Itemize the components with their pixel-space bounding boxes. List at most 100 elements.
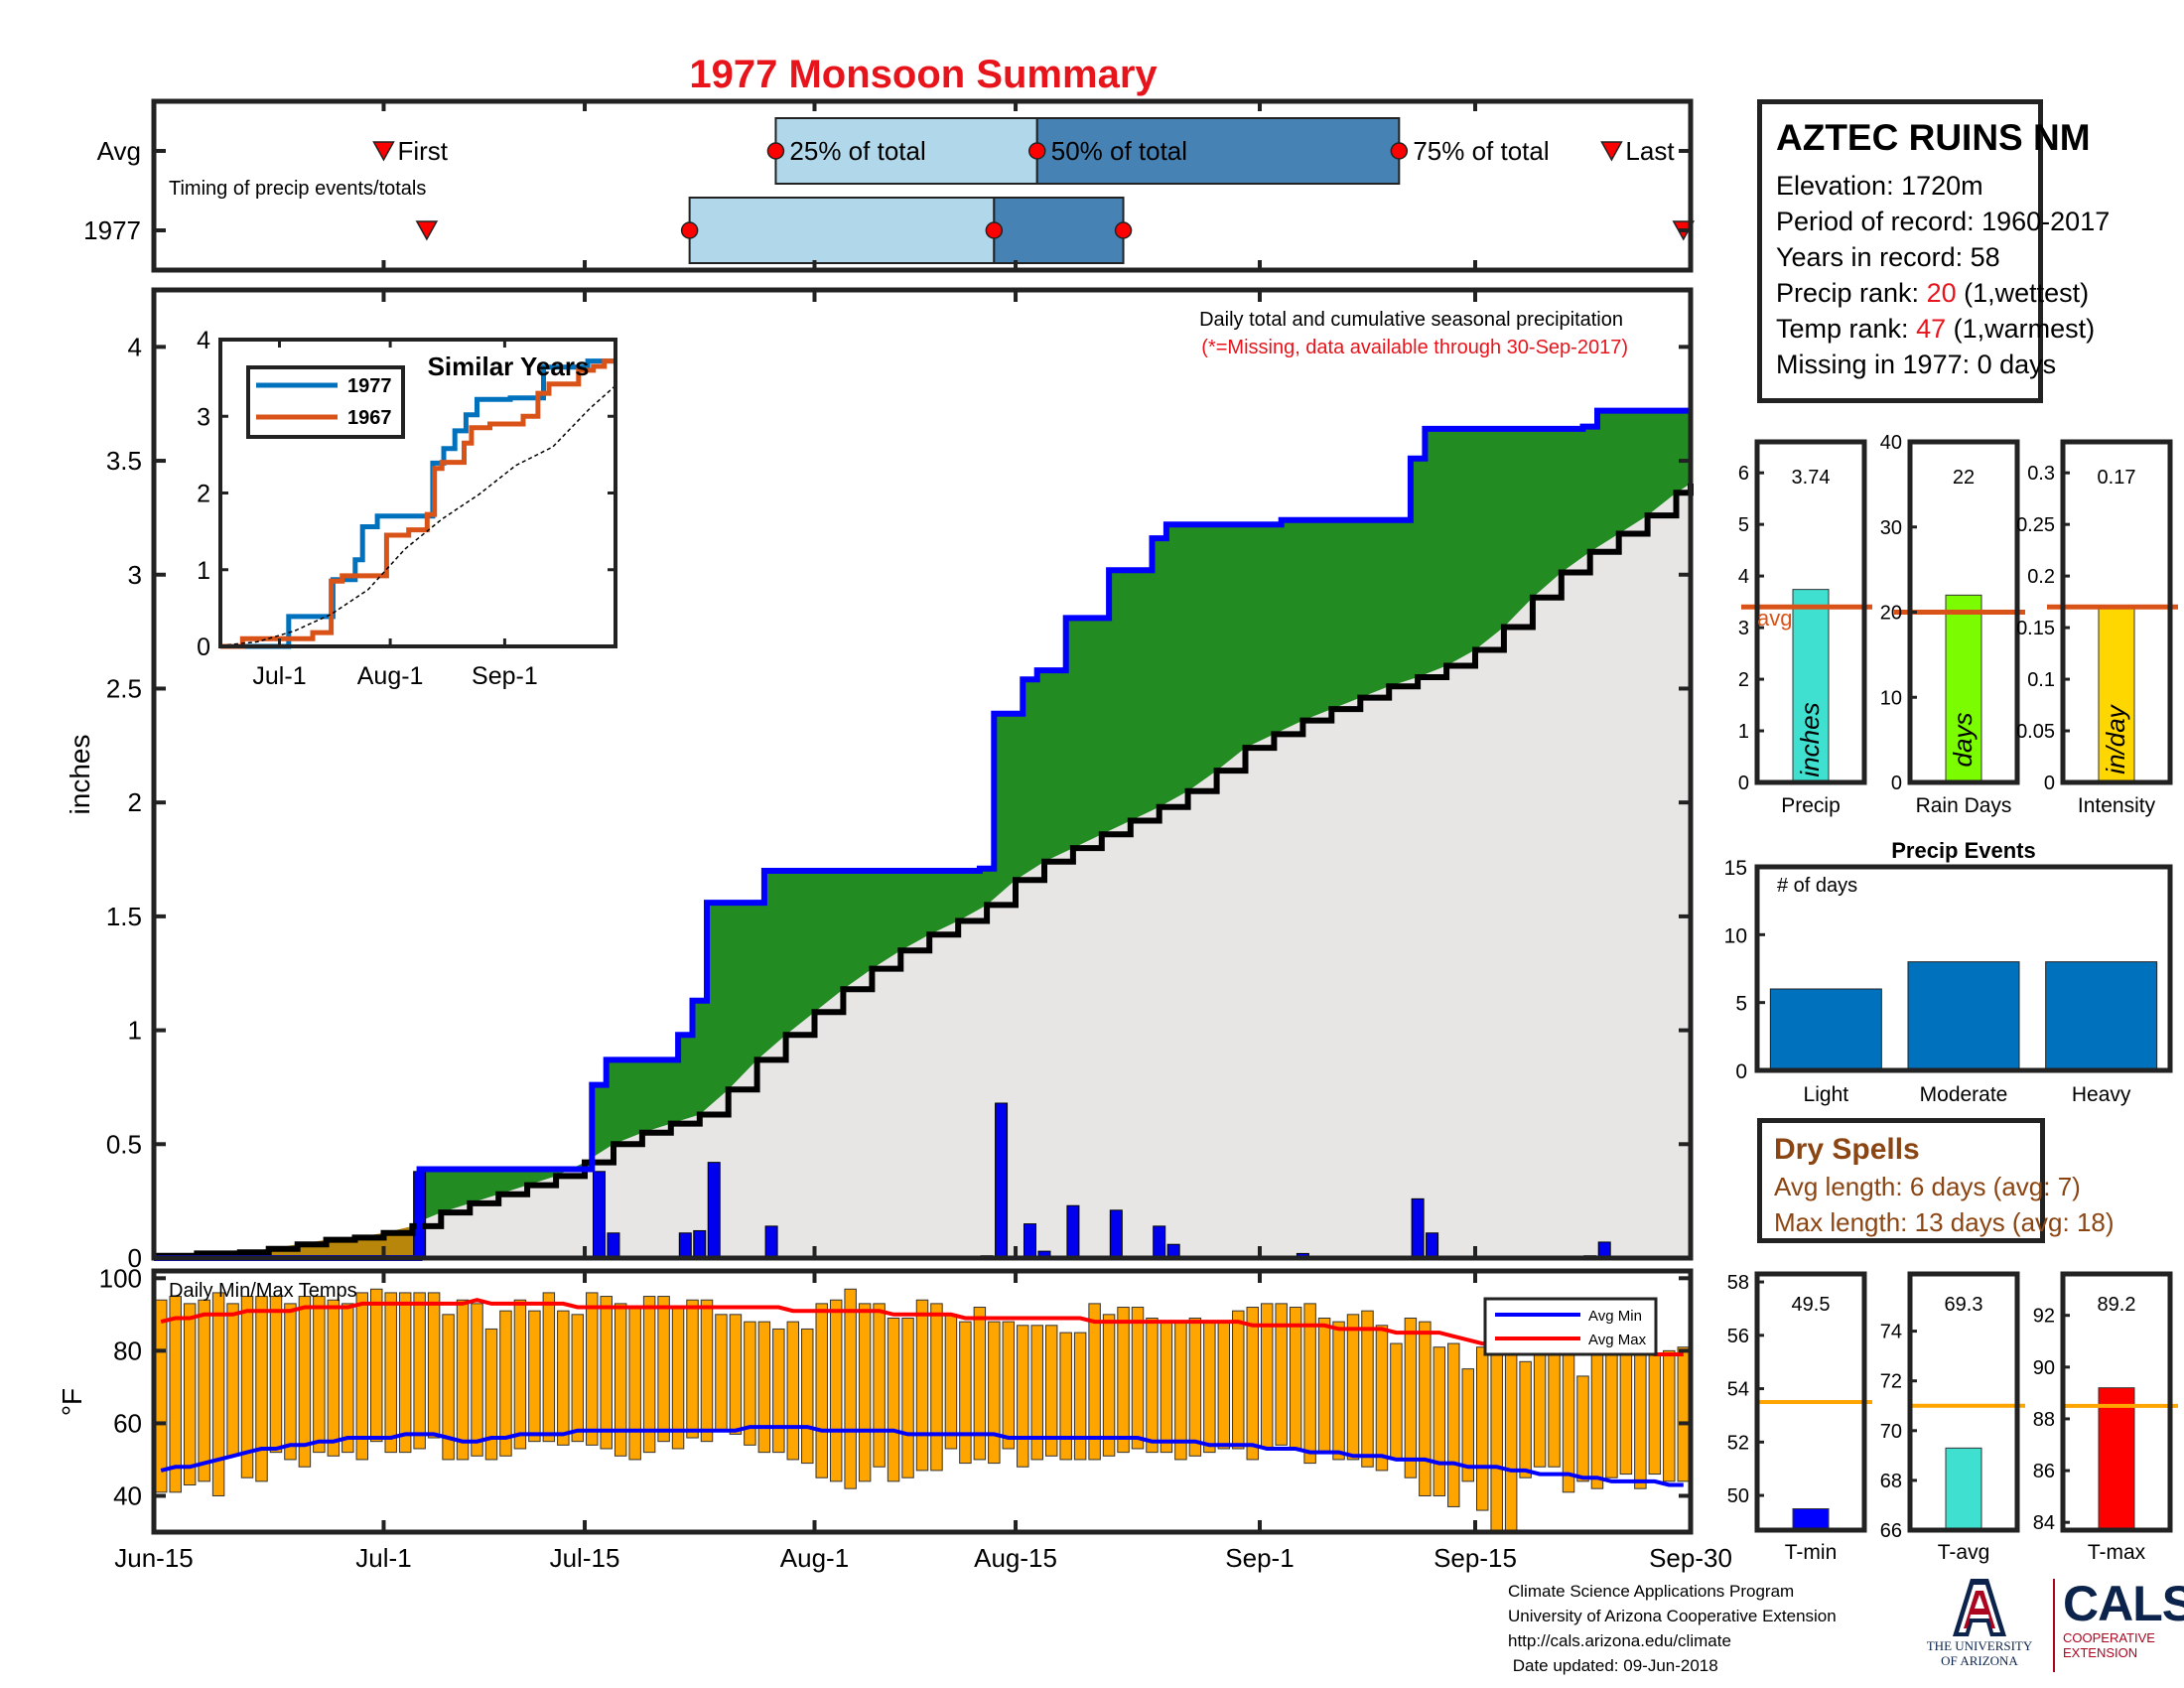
daily-temp-bar [1519, 1360, 1532, 1478]
season-temp-ytick-label: 52 [1727, 1432, 1749, 1454]
daily-temp-bar [427, 1292, 441, 1439]
daily-temp-bar [1663, 1349, 1676, 1482]
daily-temp-bar [1017, 1325, 1029, 1468]
daily-temp-bar [815, 1303, 828, 1478]
avg-25-50-box [774, 117, 1038, 185]
daily-temp-bar [700, 1299, 714, 1443]
season-temp-name-label-1: T-avg [1938, 1541, 1990, 1564]
season-temp-ytick-label: 58 [1727, 1272, 1749, 1294]
daily-temp-bar [155, 1299, 168, 1493]
daily-precip-bar [678, 1232, 692, 1259]
season-ytick-label: 4 [1738, 566, 1749, 588]
season-frame-2 [2060, 439, 2173, 785]
daily-temp-bar [973, 1307, 987, 1461]
daily-precip-bar [1109, 1209, 1123, 1259]
season-ytick-label: 0 [2044, 773, 2055, 794]
season-temp-ytick-label: 72 [1880, 1371, 1902, 1393]
chart-title: 1977 Monsoon Summary [689, 53, 1158, 96]
daily-temp-bar [614, 1303, 627, 1457]
p25-label: 25% of total [789, 136, 925, 166]
p75-label: 75% of total [1413, 136, 1549, 166]
season-ytick-label: 5 [1738, 514, 1749, 536]
elevation-text: Elevation: 1720m [1776, 171, 1983, 201]
temp-ytick-label: 100 [99, 1263, 142, 1293]
temp-rank-text: Temp rank: 47 (1,warmest) [1776, 311, 2095, 347]
daily-precip-bar [1024, 1223, 1037, 1259]
cals-line-1: COOPERATIVE [2063, 1630, 2155, 1645]
temp-ylabel: °F [57, 1388, 87, 1416]
daily-temp-bar [1375, 1325, 1389, 1472]
daily-precip-bar [707, 1162, 721, 1259]
date-xtick-label: Jul-15 [550, 1543, 620, 1573]
logo-divider [2053, 1579, 2055, 1672]
daily-temp-bar [873, 1303, 886, 1468]
timing-row-1977-label: 1977 [83, 215, 141, 245]
y1977-25-50-box [688, 197, 996, 264]
season-temp-name-label-0: T-min [1785, 1541, 1838, 1564]
y1977-first-marker [415, 220, 439, 241]
temp-legend-label-max: Avg Max [1588, 1332, 1647, 1348]
daily-temp-bar [671, 1307, 685, 1450]
credits-line-2: University of Arizona Cooperative Extens… [1508, 1607, 1837, 1625]
daily-temp-bar [557, 1310, 570, 1446]
daily-temp-bar [586, 1292, 599, 1446]
season-ytick-label: 3 [1738, 618, 1749, 639]
season-temp-ytick-label: 56 [1727, 1326, 1749, 1347]
daily-precip-bar [1153, 1225, 1166, 1259]
season-name-label-1: Rain Days [1916, 794, 2012, 817]
last-label: Last [1625, 136, 1675, 166]
daily-temp-bar [1317, 1317, 1331, 1454]
season-ytick-label: 0.25 [2016, 514, 2055, 536]
daily-temp-bar [169, 1296, 182, 1493]
season-value-label-0: 3.74 [1792, 467, 1831, 489]
inset-title: Similar Years [428, 352, 590, 381]
inset-ytick-label: 4 [197, 327, 210, 354]
precip-ytick-label: 0.5 [106, 1129, 142, 1159]
precip-ytick-label: 0 [128, 1243, 142, 1273]
y1977-p50-marker [985, 221, 1004, 239]
date-xtick-label: Jul-1 [355, 1543, 411, 1573]
daily-temp-bar [944, 1314, 958, 1450]
inset-xtick-label: Aug-1 [357, 662, 424, 690]
daily-temp-bar [1117, 1307, 1130, 1454]
season-temp-ytick-label: 88 [2033, 1409, 2055, 1431]
inset-legend-label-1977: 1977 [347, 375, 392, 397]
daily-temp-bar [887, 1317, 900, 1482]
daily-temp-bar [1562, 1338, 1575, 1493]
precip-ytick-label: 3 [128, 560, 142, 590]
event-bar-moderate [1907, 961, 2020, 1071]
y1977-50-75-box [993, 197, 1125, 264]
temp-legend-box [1483, 1297, 1658, 1356]
daily-temp-bar [786, 1321, 800, 1461]
temp-rank-suffix: (1,warmest) [1946, 314, 2096, 344]
event-ytick-label: 10 [1724, 924, 1747, 947]
arizona-a-icon [1953, 1579, 2006, 1636]
season-temp-bar-0 [1792, 1508, 1830, 1531]
inset-line-1967 [220, 358, 615, 649]
temp-rank-value: 47 [1916, 314, 1947, 344]
season-ytick-label: 1 [1738, 721, 1749, 743]
precip-events-title: Precip Events [1891, 838, 2036, 863]
inset-avg-line [219, 384, 616, 646]
daily-temp-bar [1504, 1349, 1518, 1533]
daily-temp-bar [1160, 1321, 1173, 1454]
inset-frame [218, 338, 617, 648]
inset-legend-box [246, 365, 405, 439]
season-temp-ytick-label: 68 [1880, 1471, 1902, 1492]
temp-panel-title: Daily Min/Max Temps [169, 1280, 357, 1302]
precip-ytick-label: 2.5 [106, 673, 142, 703]
daily-temp-bar [1490, 1353, 1503, 1533]
daily-temp-bar [341, 1303, 354, 1454]
season-ytick-label: 2 [1738, 669, 1749, 691]
season-unit-label-1: days [1948, 713, 1978, 768]
season-ytick-label: 0 [1738, 773, 1749, 794]
precip-events-ylabel: # of days [1777, 875, 1857, 897]
station-info-box: AZTEC RUINS NM Elevation: 1720m Period o… [1757, 99, 2110, 403]
daily-temp-bar [657, 1296, 670, 1443]
season-value-label-2: 0.17 [2098, 467, 2136, 489]
precip-rank-text: Precip rank: 20 (1,wettest) [1776, 275, 2089, 311]
university-of-arizona-logo: THE UNIVERSITY OF ARIZONA [1916, 1575, 2043, 1674]
daily-temp-bar [1146, 1317, 1159, 1454]
p50-label: 50% of total [1051, 136, 1187, 166]
precip-ytick-label: 2 [128, 787, 142, 817]
